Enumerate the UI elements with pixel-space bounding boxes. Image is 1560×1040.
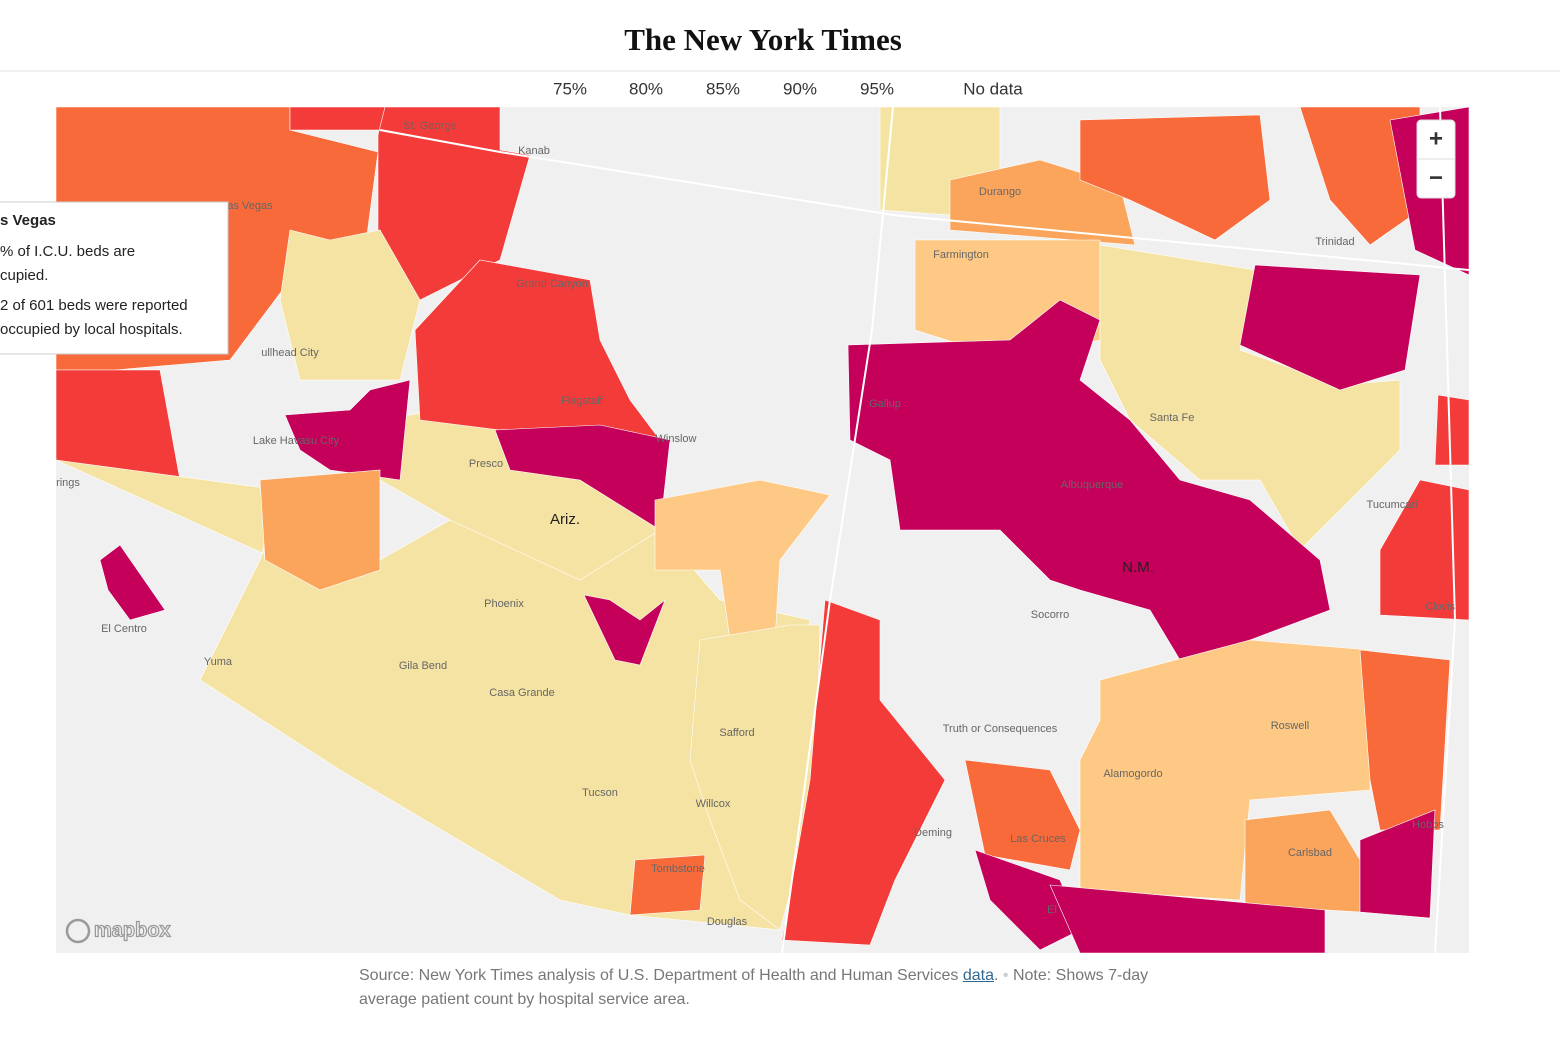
place-label: Tucumcari bbox=[1367, 499, 1418, 511]
place-label: Kanab bbox=[518, 145, 550, 157]
place-label: Roswell bbox=[1271, 720, 1310, 732]
place-label: Farmington bbox=[933, 249, 989, 261]
place-labels: St. George Kanab as Vegas Grand Canyon D… bbox=[56, 120, 1455, 928]
legend-label: No data bbox=[963, 79, 1023, 98]
legend-label: 95% bbox=[860, 79, 894, 98]
place-label: Phoenix bbox=[484, 598, 524, 610]
tooltip-line: % of I.C.U. beds are bbox=[0, 243, 135, 260]
legend-label: 80% bbox=[629, 79, 663, 98]
tooltip-line: 2 of 601 beds were reported bbox=[0, 297, 188, 314]
mapbox-icon bbox=[65, 918, 91, 944]
place-label: Trinidad bbox=[1315, 236, 1354, 248]
place-label: Flagstaff bbox=[561, 395, 604, 407]
place-label: Carlsbad bbox=[1288, 847, 1332, 859]
place-label: Safford bbox=[719, 727, 754, 739]
place-label: Socorro bbox=[1031, 609, 1070, 621]
place-label: Grand Canyon bbox=[516, 278, 588, 290]
place-label: Durango bbox=[979, 186, 1021, 198]
place-label: Winslow bbox=[656, 433, 697, 445]
tooltip: s Vegas % of I.C.U. beds are cupied. 2 o… bbox=[0, 201, 229, 355]
tooltip-line: occupied by local hospitals. bbox=[0, 321, 183, 338]
place-label: Gallup bbox=[869, 398, 901, 410]
place-label: El Centro bbox=[101, 623, 147, 635]
data-link[interactable]: data bbox=[962, 967, 994, 984]
place-label: Casa Grande bbox=[489, 687, 554, 699]
legend: 75% 80% 85% 90% 95% No data bbox=[553, 79, 1023, 98]
place-label: Gila Bend bbox=[399, 660, 447, 672]
legend-label: 75% bbox=[553, 79, 587, 98]
tooltip-line: cupied. bbox=[0, 267, 48, 284]
place-label: Clovis bbox=[1425, 601, 1455, 613]
place-label: Yuma bbox=[204, 656, 233, 668]
footer: Source: New York Times analysis of U.S. … bbox=[359, 964, 1179, 1012]
place-label: Santa Fe bbox=[1150, 412, 1195, 424]
place-label: St. George bbox=[403, 120, 456, 132]
legend-label: 90% bbox=[783, 79, 817, 98]
mapbox-attribution[interactable]: mapbox bbox=[93, 919, 171, 942]
place-label: ullhead City bbox=[261, 347, 319, 359]
place-label: Lake Havasu City bbox=[253, 435, 340, 447]
state-label: Ariz. bbox=[550, 511, 580, 528]
place-label: as Vegas bbox=[227, 200, 273, 212]
place-label: El bbox=[1047, 904, 1057, 916]
map[interactable]: Ariz. N.M. St. George Kanab as Vegas Gra… bbox=[56, 107, 1469, 953]
state-borders bbox=[379, 107, 1469, 953]
tooltip-title: s Vegas bbox=[0, 212, 56, 229]
place-label: Willcox bbox=[696, 798, 731, 810]
place-label: Tucson bbox=[582, 787, 618, 799]
place-label: Hobbs bbox=[1412, 819, 1444, 831]
source: Source: New York Times analysis of U.S. … bbox=[359, 967, 959, 984]
separator: • bbox=[1002, 967, 1009, 984]
logo[interactable]: The New York Times bbox=[624, 22, 902, 57]
note: Note: Shows 7-day average patient count … bbox=[359, 967, 1149, 1008]
place-label: Douglas bbox=[707, 916, 748, 928]
place-label: Alamogordo bbox=[1103, 768, 1162, 780]
zoom-out[interactable]: − bbox=[1429, 164, 1443, 191]
place-label: rings bbox=[56, 477, 80, 489]
tooltip-box bbox=[0, 201, 229, 355]
source-end: . bbox=[993, 967, 999, 984]
place-label: Presco bbox=[469, 458, 503, 470]
state-labels: Ariz. N.M. bbox=[550, 511, 1154, 576]
place-label: Truth or Consequences bbox=[943, 723, 1058, 735]
zoom-in[interactable]: + bbox=[1429, 125, 1443, 152]
zoom-controls: + − bbox=[1416, 119, 1456, 199]
place-label: Las Cruces bbox=[1010, 833, 1066, 845]
place-label: Tombstone bbox=[651, 863, 705, 875]
legend-label: 85% bbox=[706, 79, 740, 98]
place-label: Deming bbox=[914, 827, 952, 839]
place-label: Albuquerque bbox=[1061, 479, 1123, 491]
state-label: N.M. bbox=[1122, 559, 1154, 576]
